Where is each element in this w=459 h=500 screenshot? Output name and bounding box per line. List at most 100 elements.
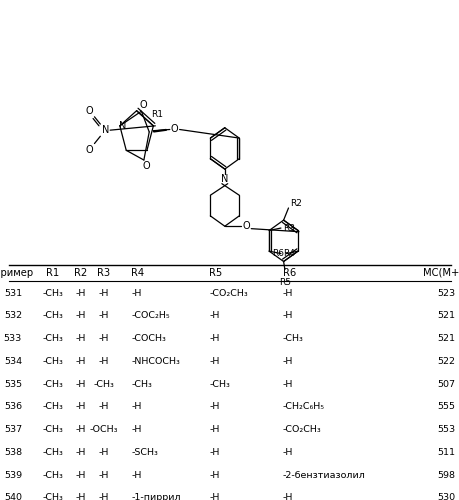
Text: -H: -H <box>75 357 85 366</box>
Text: R6: R6 <box>272 249 284 258</box>
Text: 537: 537 <box>4 425 22 434</box>
Text: R3: R3 <box>282 224 294 232</box>
Text: 531: 531 <box>4 288 22 298</box>
Text: 523: 523 <box>436 288 454 298</box>
Text: -H: -H <box>209 402 219 411</box>
Text: 507: 507 <box>436 380 454 388</box>
Text: O: O <box>85 106 93 116</box>
Text: -H: -H <box>98 470 108 480</box>
Text: -H: -H <box>98 288 108 298</box>
Text: -H: -H <box>98 494 108 500</box>
Text: -H: -H <box>282 312 293 320</box>
Text: 532: 532 <box>4 312 22 320</box>
Text: -COCH₃: -COCH₃ <box>131 334 166 343</box>
Text: -OCH₃: -OCH₃ <box>89 425 118 434</box>
Text: -COC₂H₅: -COC₂H₅ <box>131 312 169 320</box>
Text: 555: 555 <box>436 402 454 411</box>
Text: 539: 539 <box>4 470 22 480</box>
Text: -H: -H <box>209 494 219 500</box>
Text: -CH₃: -CH₃ <box>42 380 63 388</box>
Text: -NHCOCH₃: -NHCOCH₃ <box>131 357 179 366</box>
Text: Пример: Пример <box>0 268 33 278</box>
Text: -H: -H <box>98 402 108 411</box>
Text: -H: -H <box>209 334 219 343</box>
Text: -H: -H <box>75 425 85 434</box>
Text: -CH₃: -CH₃ <box>42 357 63 366</box>
Text: -H: -H <box>131 288 141 298</box>
Text: -CH₂C₆H₅: -CH₂C₆H₅ <box>282 402 324 411</box>
Text: -H: -H <box>282 448 293 457</box>
Text: 535: 535 <box>4 380 22 388</box>
Text: -CH₃: -CH₃ <box>42 334 63 343</box>
Text: R1: R1 <box>46 268 59 278</box>
Text: 530: 530 <box>436 494 454 500</box>
Text: -H: -H <box>131 470 141 480</box>
Text: -CH₃: -CH₃ <box>42 402 63 411</box>
Text: -H: -H <box>75 334 85 343</box>
Text: N: N <box>221 174 228 184</box>
Text: -1-пиррил: -1-пиррил <box>131 494 180 500</box>
Text: -H: -H <box>75 402 85 411</box>
Text: -CH₃: -CH₃ <box>42 312 63 320</box>
Text: -H: -H <box>75 494 85 500</box>
Text: -H: -H <box>282 288 293 298</box>
Text: -CH₃: -CH₃ <box>42 494 63 500</box>
Text: 511: 511 <box>436 448 454 457</box>
Text: O: O <box>85 144 93 154</box>
Text: -H: -H <box>75 312 85 320</box>
Text: -CH₃: -CH₃ <box>209 380 230 388</box>
Text: O: O <box>171 124 178 134</box>
Text: R4: R4 <box>282 249 294 258</box>
Text: -H: -H <box>209 357 219 366</box>
Text: -CO₂CH₃: -CO₂CH₃ <box>209 288 247 298</box>
Text: 540: 540 <box>4 494 22 500</box>
Text: -CH₃: -CH₃ <box>131 380 151 388</box>
Text: 536: 536 <box>4 402 22 411</box>
Text: 521: 521 <box>436 334 454 343</box>
Text: MC(M+1): MC(M+1) <box>422 268 459 278</box>
Text: -SCH₃: -SCH₃ <box>131 448 157 457</box>
Text: -CH₃: -CH₃ <box>42 425 63 434</box>
Text: -H: -H <box>75 470 85 480</box>
Text: 521: 521 <box>436 312 454 320</box>
Text: -H: -H <box>98 312 108 320</box>
Text: -H: -H <box>282 494 293 500</box>
Text: 538: 538 <box>4 448 22 457</box>
Text: -H: -H <box>282 380 293 388</box>
Text: 553: 553 <box>436 425 454 434</box>
Text: -H: -H <box>282 357 293 366</box>
Text: N: N <box>101 125 109 135</box>
Text: O: O <box>142 161 149 171</box>
Text: -H: -H <box>98 448 108 457</box>
Text: O: O <box>242 221 250 231</box>
Text: -H: -H <box>98 334 108 343</box>
Text: -CO₂CH₃: -CO₂CH₃ <box>282 425 321 434</box>
Text: -H: -H <box>209 470 219 480</box>
Text: -H: -H <box>131 402 141 411</box>
Text: -H: -H <box>209 425 219 434</box>
Text: -H: -H <box>75 380 85 388</box>
Text: 522: 522 <box>436 357 454 366</box>
Text: -H: -H <box>75 288 85 298</box>
Text: -CH₃: -CH₃ <box>42 288 63 298</box>
Text: -2-бензтиазолил: -2-бензтиазолил <box>282 470 365 480</box>
Text: -CH₃: -CH₃ <box>282 334 303 343</box>
Text: R4: R4 <box>131 268 144 278</box>
Text: 534: 534 <box>4 357 22 366</box>
Text: -H: -H <box>209 448 219 457</box>
Text: R2: R2 <box>290 198 302 207</box>
Text: -CH₃: -CH₃ <box>42 470 63 480</box>
Text: -H: -H <box>209 312 219 320</box>
Text: R6: R6 <box>282 268 296 278</box>
Text: -H: -H <box>75 448 85 457</box>
Text: R2: R2 <box>74 268 87 278</box>
Text: R3: R3 <box>97 268 110 278</box>
Text: -CH₃: -CH₃ <box>42 448 63 457</box>
Text: 533: 533 <box>4 334 22 343</box>
Text: -CH₃: -CH₃ <box>93 380 114 388</box>
Text: R1: R1 <box>151 110 162 120</box>
Text: 598: 598 <box>436 470 454 480</box>
Text: -H: -H <box>98 357 108 366</box>
Text: R5: R5 <box>209 268 222 278</box>
Text: O: O <box>139 100 147 110</box>
